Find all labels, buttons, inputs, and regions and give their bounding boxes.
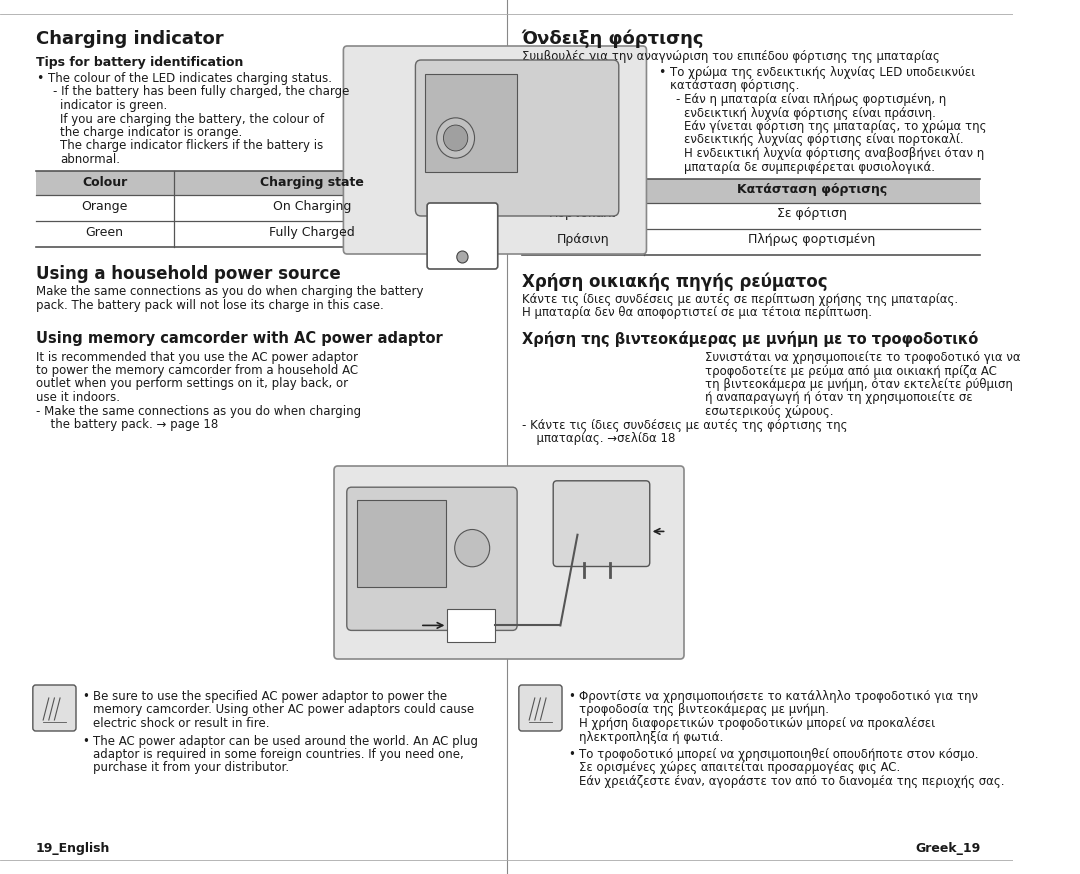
- Text: •: •: [36, 72, 43, 85]
- Text: τη βιντεοκάμερα με μνήμη, όταν εκτελείτε ρύθμιση: τη βιντεοκάμερα με μνήμη, όταν εκτελείτε…: [704, 378, 1013, 391]
- Text: Χρήση της βιντεοκάμερας με μνήμη με το τροφοδοτικό: Χρήση της βιντεοκάμερας με μνήμη με το τ…: [522, 331, 977, 347]
- Bar: [522, 178, 981, 203]
- Text: - Make the same connections as you do when charging: - Make the same connections as you do wh…: [36, 405, 361, 418]
- Text: Συνιστάται να χρησιμοποιείτε το τροφοδοτικό για να: Συνιστάται να χρησιμοποιείτε το τροφοδοτ…: [704, 351, 1021, 364]
- FancyBboxPatch shape: [334, 466, 684, 659]
- Text: Using a household power source: Using a household power source: [36, 265, 340, 283]
- Text: Σε ορισμένες χώρες απαιτείται προσαρμογέας φις AC.: Σε ορισμένες χώρες απαιτείται προσαρμογέ…: [579, 761, 900, 774]
- Text: IN: IN: [468, 618, 475, 624]
- Text: memory camcorder. Using other AC power adaptors could cause: memory camcorder. Using other AC power a…: [93, 704, 474, 717]
- Text: Το χρώμα της ενδεικτικής λυχνίας LED υποδεικνύει: Το χρώμα της ενδεικτικής λυχνίας LED υπο…: [670, 66, 975, 79]
- Text: Charging indicator: Charging indicator: [36, 30, 224, 48]
- Text: •: •: [568, 690, 576, 703]
- Bar: [447, 609, 496, 642]
- Text: Be sure to use the specified AC power adaptor to power the: Be sure to use the specified AC power ad…: [93, 690, 447, 703]
- FancyBboxPatch shape: [427, 203, 498, 269]
- Text: Orange: Orange: [81, 200, 127, 213]
- FancyBboxPatch shape: [553, 481, 650, 566]
- Text: Πλήρως φορτισμένη: Πλήρως φορτισμένη: [748, 233, 876, 246]
- Circle shape: [444, 125, 468, 151]
- Text: the charge indicator is orange.: the charge indicator is orange.: [60, 126, 242, 139]
- Text: It is recommended that you use the AC power adaptor: It is recommended that you use the AC po…: [36, 350, 357, 364]
- Text: Η ενδεικτική λυχνία φόρτισης αναβοσβήνει όταν η: Η ενδεικτική λυχνία φόρτισης αναβοσβήνει…: [684, 147, 984, 160]
- Text: τροφοδοτείτε με ρεύμα από μια οικιακή πρίζα AC: τροφοδοτείτε με ρεύμα από μια οικιακή πρ…: [704, 364, 997, 378]
- Text: Η μπαταρία δεν θα αποφορτιστεί σε μια τέτοια περίπτωση.: Η μπαταρία δεν θα αποφορτιστεί σε μια τέ…: [522, 306, 872, 319]
- Text: Charging state: Charging state: [260, 176, 364, 189]
- Text: - If the battery has been fully charged, the charge: - If the battery has been fully charged,…: [53, 86, 349, 99]
- Text: Green: Green: [85, 226, 123, 239]
- Text: Το τροφοδοτικό μπορεί να χρησιμοποιηθεί οπουδήποτε στον κόσμο.: Το τροφοδοτικό μπορεί να χρησιμοποιηθεί …: [579, 748, 978, 761]
- Text: Όνδειξη φόρτισης: Όνδειξη φόρτισης: [522, 30, 704, 48]
- Text: ενδεικτική λυχνία φόρτισης είναι πράσινη.: ενδεικτική λυχνία φόρτισης είναι πράσινη…: [684, 107, 936, 120]
- Text: The colour of the LED indicates charging status.: The colour of the LED indicates charging…: [48, 72, 332, 85]
- Text: μπαταρίας. →σελίδα 18: μπαταρίας. →σελίδα 18: [529, 432, 676, 445]
- Text: If you are charging the battery, the colour of: If you are charging the battery, the col…: [60, 113, 324, 126]
- Text: electric shock or result in fire.: electric shock or result in fire.: [93, 717, 269, 730]
- Text: Greek_19: Greek_19: [915, 842, 981, 855]
- Text: •: •: [568, 748, 576, 761]
- Text: the battery pack. → page 18: the battery pack. → page 18: [43, 418, 218, 431]
- FancyBboxPatch shape: [343, 46, 647, 254]
- Text: Χρήση οικιακής πηγής ρεύματος: Χρήση οικιακής πηγής ρεύματος: [522, 273, 827, 291]
- Text: CHG: CHG: [448, 212, 476, 225]
- Text: outlet when you perform settings on it, play back, or: outlet when you perform settings on it, …: [36, 378, 348, 391]
- Text: Colour: Colour: [82, 176, 127, 189]
- Text: use it indoors.: use it indoors.: [36, 391, 120, 404]
- FancyBboxPatch shape: [416, 60, 619, 216]
- Text: Using memory camcorder with AC power adaptor: Using memory camcorder with AC power ada…: [36, 330, 443, 345]
- Text: •: •: [658, 66, 665, 79]
- Text: to power the memory camcorder from a household AC: to power the memory camcorder from a hou…: [36, 364, 357, 377]
- Text: Κάντε τις ίδιες συνδέσεις με αυτές σε περίπτωση χρήσης της μπαταρίας.: Κάντε τις ίδιες συνδέσεις με αυτές σε πε…: [522, 293, 958, 306]
- Text: 19_English: 19_English: [36, 842, 110, 855]
- Text: Εάν χρειάζεστε έναν, αγοράστε τον από το διανομέα της περιοχής σας.: Εάν χρειάζεστε έναν, αγοράστε τον από το…: [579, 775, 1004, 788]
- Text: Πράσινη: Πράσινη: [556, 233, 609, 246]
- Circle shape: [455, 530, 489, 567]
- Text: τροφοδοσία της βιντεοκάμερας με μνήμη.: τροφοδοσία της βιντεοκάμερας με μνήμη.: [579, 704, 829, 717]
- Text: •: •: [82, 734, 90, 747]
- Text: abnormal.: abnormal.: [60, 153, 120, 166]
- Text: The charge indicator flickers if the battery is: The charge indicator flickers if the bat…: [60, 140, 323, 152]
- Text: ενδεικτικής λυχνίας φόρτισης είναι πορτοκαλί.: ενδεικτικής λυχνίας φόρτισης είναι πορτο…: [684, 134, 963, 147]
- Text: Σε φόρτιση: Σε φόρτιση: [778, 207, 847, 220]
- Text: •: •: [82, 690, 90, 703]
- Text: - Εάν η μπαταρία είναι πλήρως φορτισμένη, η: - Εάν η μπαταρία είναι πλήρως φορτισμένη…: [676, 93, 947, 106]
- Text: DC: DC: [465, 612, 476, 618]
- Text: ή αναπαραγωγή ή όταν τη χρησιμοποιείτε σε: ή αναπαραγωγή ή όταν τη χρησιμοποιείτε σ…: [704, 392, 972, 405]
- FancyBboxPatch shape: [347, 487, 517, 630]
- Text: Φροντίστε να χρησιμοποιήσετε το κατάλληλο τροφοδοτικό για την: Φροντίστε να χρησιμοποιήσετε το κατάλληλ…: [579, 690, 977, 703]
- Circle shape: [457, 251, 468, 263]
- Bar: [36, 171, 450, 195]
- Text: εσωτερικούς χώρους.: εσωτερικούς χώρους.: [704, 405, 833, 418]
- Text: Fully Charged: Fully Charged: [269, 226, 355, 239]
- Text: purchase it from your distributor.: purchase it from your distributor.: [93, 761, 289, 774]
- Text: pack. The battery pack will not lose its charge in this case.: pack. The battery pack will not lose its…: [36, 299, 383, 311]
- Text: Συμβουλές για την αναγνώριση του επιπέδου φόρτισης της μπαταρίας: Συμβουλές για την αναγνώριση του επιπέδο…: [522, 50, 940, 63]
- Bar: [357, 500, 446, 586]
- Text: Make the same connections as you do when charging the battery: Make the same connections as you do when…: [36, 285, 423, 298]
- Bar: [424, 74, 517, 172]
- Text: Colour: Colour: [561, 184, 605, 197]
- Text: μπαταρία δε συμπεριφέρεται φυσιολογικά.: μπαταρία δε συμπεριφέρεται φυσιολογικά.: [684, 161, 935, 174]
- Text: The AC power adaptor can be used around the world. An AC plug: The AC power adaptor can be used around …: [93, 734, 477, 747]
- Text: ηλεκτροπληξία ή φωτιά.: ηλεκτροπληξία ή φωτιά.: [579, 731, 724, 744]
- Text: Κατάσταση φόρτισης: Κατάσταση φόρτισης: [737, 184, 887, 197]
- Text: - Κάντε τις ίδιες συνδέσεις με αυτές της φόρτισης της: - Κάντε τις ίδιες συνδέσεις με αυτές της…: [522, 419, 847, 432]
- Text: indicator is green.: indicator is green.: [60, 99, 167, 112]
- FancyBboxPatch shape: [32, 685, 76, 731]
- Text: κατάσταση φόρτισης.: κατάσταση φόρτισης.: [670, 80, 799, 93]
- FancyBboxPatch shape: [518, 685, 562, 731]
- Text: Πορτοκαλί: Πορτοκαλί: [549, 207, 617, 220]
- Text: Εάν γίνεται φόρτιση της μπαταρίας, το χρώμα της: Εάν γίνεται φόρτιση της μπαταρίας, το χρ…: [684, 120, 986, 133]
- Circle shape: [436, 118, 474, 158]
- Text: adaptor is required in some foreign countries. If you need one,: adaptor is required in some foreign coun…: [93, 748, 463, 761]
- Text: Tips for battery identification: Tips for battery identification: [36, 56, 243, 69]
- Text: On Charging: On Charging: [273, 200, 351, 213]
- Text: Η χρήση διαφορετικών τροφοδοτικών μπορεί να προκαλέσει: Η χρήση διαφορετικών τροφοδοτικών μπορεί…: [579, 717, 935, 730]
